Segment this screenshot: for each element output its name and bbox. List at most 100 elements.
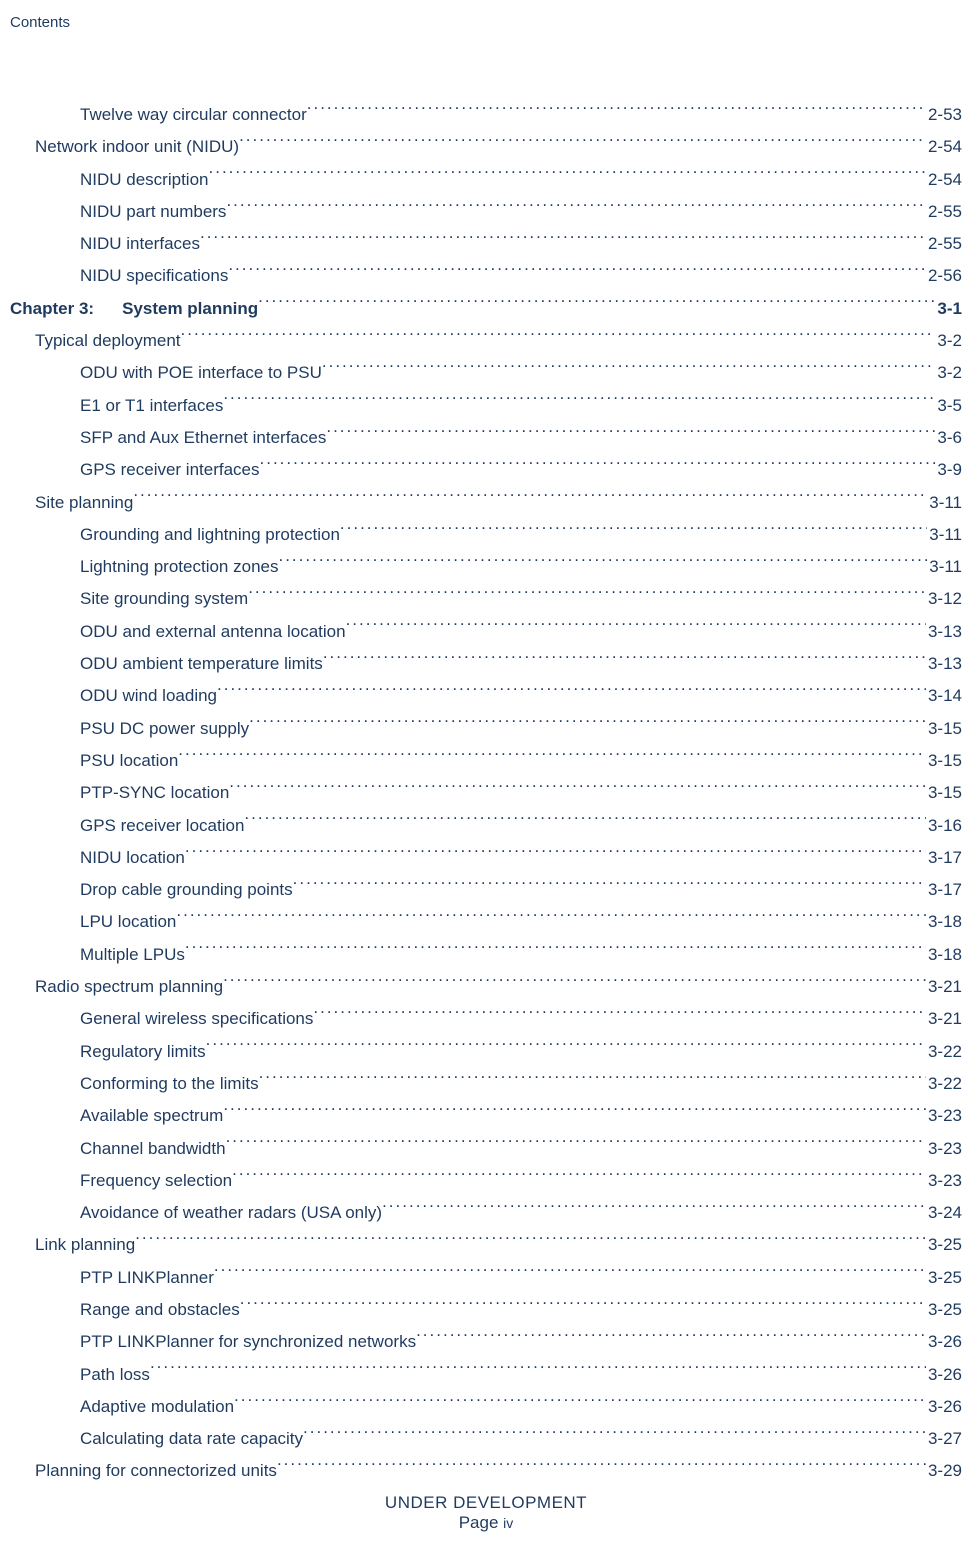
toc-entry-title: ODU and external antenna location [80,616,346,648]
toc-entry: Calculating data rate capacity 3-27 [10,1423,962,1455]
toc-leader-dots [278,552,927,572]
toc-entry: GPS receiver interfaces3-9 [10,454,962,486]
page-header-contents: Contents [10,14,962,31]
toc-entry-page: 3-22 [926,1036,962,1068]
toc-entry-title: PSU location [80,745,178,777]
toc-entry-page: 3-26 [926,1359,962,1391]
toc-leader-dots [346,616,926,636]
table-of-contents: Twelve way circular connector 2-53Networ… [10,99,962,1488]
toc-leader-dots [326,423,935,443]
toc-entry-page: 3-15 [926,713,962,745]
toc-entry-page: 3-15 [926,745,962,777]
toc-entry: Range and obstacles 3-25 [10,1294,962,1326]
toc-entry-page: 3-29 [926,1455,962,1487]
toc-leader-dots [234,1391,926,1411]
toc-entry-page: 3-17 [926,874,962,906]
toc-entry: Twelve way circular connector 2-53 [10,99,962,131]
toc-entry-page: 3-11 [927,487,962,519]
footer-page-number: Page iv [0,1513,972,1533]
toc-entry-page: 2-54 [926,131,962,163]
toc-entry: PSU DC power supply3-15 [10,713,962,745]
toc-entry-title: Link planning [35,1229,135,1261]
toc-entry: Drop cable grounding points 3-17 [10,874,962,906]
toc-entry: Link planning 3-25 [10,1229,962,1261]
toc-leader-dots [307,100,926,120]
toc-entry-title: Calculating data rate capacity [80,1423,303,1455]
toc-leader-dots [240,1295,926,1315]
toc-entry-title: Grounding and lightning protection [80,519,340,551]
toc-entry: Frequency selection 3-23 [10,1165,962,1197]
toc-leader-dots [181,326,936,346]
toc-entry-title: ODU with POE interface to PSU [80,357,322,389]
toc-entry-title: Radio spectrum planning [35,971,223,1003]
toc-entry: Site planning 3-11 [10,487,962,519]
toc-leader-dots [185,939,926,959]
toc-entry-page: 3-2 [935,325,962,357]
toc-entry-page: 3-11 [927,551,962,583]
toc-leader-dots [313,1004,926,1024]
toc-leader-dots [214,1262,926,1282]
toc-leader-dots [229,778,926,798]
toc-entry-title: NIDU part numbers [80,196,226,228]
toc-leader-dots [249,713,926,733]
toc-leader-dots [239,132,926,152]
toc-entry-title: E1 or T1 interfaces [80,390,223,422]
toc-entry-title: NIDU specifications [80,260,228,292]
toc-leader-dots [293,875,926,895]
toc-entry: Radio spectrum planning 3-21 [10,971,962,1003]
toc-entry-page: 3-25 [926,1229,962,1261]
toc-entry: NIDU interfaces 2-55 [10,228,962,260]
toc-entry: PTP LINKPlanner for synchronized network… [10,1326,962,1358]
toc-entry-title: Site planning [35,487,133,519]
toc-entry: Lightning protection zones 3-11 [10,551,962,583]
toc-entry-page: 3-13 [926,616,962,648]
toc-entry-title: GPS receiver interfaces [80,454,260,486]
toc-leader-dots [226,1133,926,1153]
toc-leader-dots [133,487,927,507]
toc-entry: Network indoor unit (NIDU) 2-54 [10,131,962,163]
toc-entry: ODU ambient temperature limits 3-13 [10,648,962,680]
toc-entry-page: 3-26 [926,1391,962,1423]
toc-entry-title: NIDU interfaces [80,228,200,260]
toc-entry-page: 3-23 [926,1165,962,1197]
toc-entry-title: GPS receiver location [80,810,244,842]
toc-leader-dots [259,1069,926,1089]
toc-entry: Path loss 3-26 [10,1359,962,1391]
toc-entry: NIDU part numbers 2-55 [10,196,962,228]
toc-entry: PTP-SYNC location 3-15 [10,777,962,809]
toc-entry-title: System planning [122,293,258,325]
toc-entry: NIDU description 2-54 [10,164,962,196]
toc-entry: Adaptive modulation 3-26 [10,1391,962,1423]
toc-entry-title: Lightning protection zones [80,551,278,583]
toc-entry-page: 3-17 [926,842,962,874]
footer-status: UNDER DEVELOPMENT [0,1493,972,1513]
toc-entry-page: 3-18 [926,939,962,971]
toc-entry: E1 or T1 interfaces3-5 [10,390,962,422]
toc-entry: Planning for connectorized units 3-29 [10,1455,962,1487]
toc-leader-dots [223,390,935,410]
toc-leader-dots [217,681,926,701]
toc-entry-title: SFP and Aux Ethernet interfaces [80,422,326,454]
toc-entry-page: 3-24 [926,1197,962,1229]
toc-entry-page: 3-21 [926,1003,962,1035]
toc-entry: PSU location 3-15 [10,745,962,777]
toc-leader-dots [416,1327,926,1347]
toc-entry: Avoidance of weather radars (USA only) 3… [10,1197,962,1229]
toc-entry: Regulatory limits 3-22 [10,1036,962,1068]
toc-leader-dots [135,1230,926,1250]
toc-entry: Grounding and lightning protection 3-11 [10,519,962,551]
toc-entry-title: NIDU location [80,842,185,874]
toc-leader-dots [277,1456,926,1476]
toc-entry-page: 3-11 [927,519,962,551]
toc-entry-title: PTP-SYNC location [80,777,229,809]
toc-entry: LPU location 3-18 [10,906,962,938]
toc-entry-page: 3-22 [926,1068,962,1100]
toc-leader-dots [150,1359,926,1379]
toc-entry-title: Typical deployment [35,325,181,357]
toc-entry: ODU and external antenna location 3-13 [10,616,962,648]
toc-entry-title: Network indoor unit (NIDU) [35,131,239,163]
toc-entry-title: Range and obstacles [80,1294,240,1326]
toc-leader-dots [322,358,936,378]
toc-entry: NIDU location 3-17 [10,842,962,874]
toc-entry: ODU with POE interface to PSU 3-2 [10,357,962,389]
